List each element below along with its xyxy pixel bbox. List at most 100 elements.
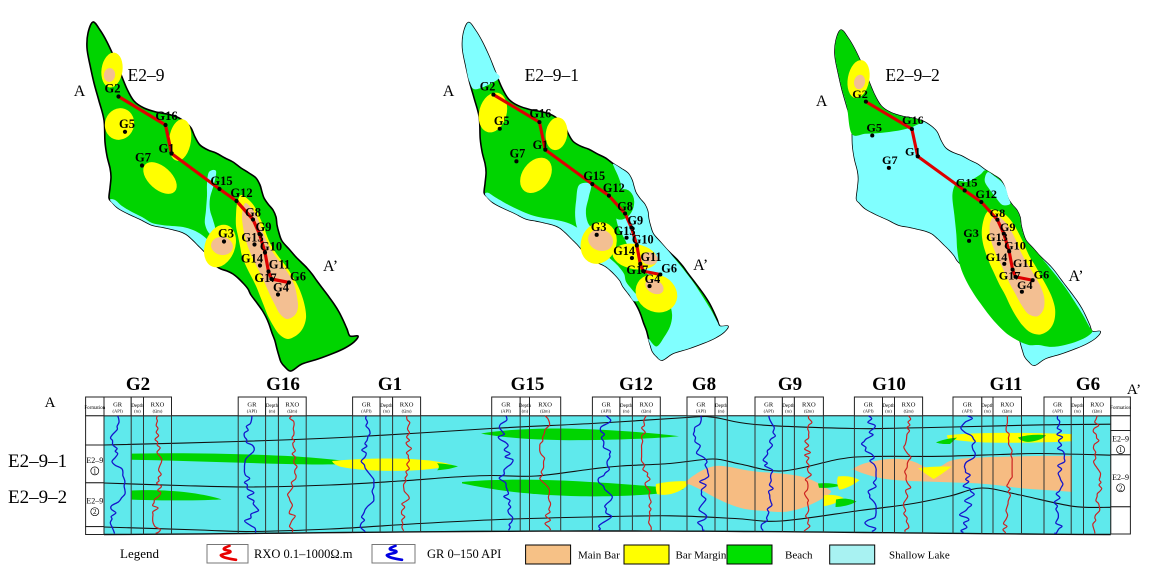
svg-text:E2–9: E2–9 [1112, 435, 1129, 444]
svg-text:(m): (m) [623, 409, 630, 414]
svg-text:G9: G9 [1000, 220, 1016, 234]
svg-text:(API): (API) [247, 409, 258, 414]
svg-text:RXO: RXO [1090, 402, 1104, 409]
svg-text:RXO: RXO [1000, 402, 1014, 409]
svg-text:(API): (API) [863, 409, 874, 414]
svg-text:Depth: Depth [266, 404, 279, 409]
svg-text:G10: G10 [632, 233, 654, 247]
svg-text:G11: G11 [640, 250, 661, 264]
svg-text:(API): (API) [601, 409, 612, 414]
svg-text:RXO: RXO [902, 402, 916, 409]
svg-text:Depth: Depth [131, 404, 144, 409]
svg-text:G2: G2 [105, 82, 121, 96]
svg-text:G13: G13 [241, 231, 263, 245]
svg-text:Formation: Formation [1110, 406, 1131, 411]
svg-text:Shallow Lake: Shallow Lake [889, 550, 950, 562]
svg-text:GR: GR [362, 402, 372, 409]
svg-text:G17: G17 [626, 263, 648, 277]
svg-text:Bar Margin: Bar Margin [676, 550, 727, 562]
svg-text:GR: GR [1053, 402, 1063, 409]
svg-text:A’: A’ [693, 257, 708, 274]
svg-text:GR: GR [696, 402, 706, 409]
svg-text:(Ωm): (Ωm) [153, 409, 163, 414]
svg-text:Depth: Depth [1071, 404, 1084, 409]
svg-text:G16: G16 [530, 106, 552, 120]
svg-text:RXO: RXO [538, 402, 552, 409]
svg-text:E2‒9‒2: E2‒9‒2 [885, 65, 939, 85]
svg-text:2: 2 [93, 508, 97, 516]
svg-text:Depth: Depth [782, 404, 795, 409]
svg-text:G15: G15 [956, 176, 978, 190]
svg-text:A: A [443, 83, 455, 100]
svg-text:G1: G1 [378, 374, 402, 395]
svg-text:(m): (m) [383, 409, 390, 414]
svg-text:G1: G1 [533, 138, 549, 152]
svg-text:Beach: Beach [785, 550, 813, 562]
svg-text:G3: G3 [591, 220, 607, 234]
svg-text:Formation: Formation [84, 406, 105, 411]
svg-text:G17: G17 [999, 269, 1021, 283]
svg-text:GR: GR [963, 402, 973, 409]
svg-text:Depth: Depth [620, 404, 633, 409]
svg-text:(Ωm): (Ωm) [804, 409, 814, 414]
svg-text:G5: G5 [119, 117, 135, 131]
svg-text:G7: G7 [510, 147, 526, 161]
svg-text:Depth: Depth [882, 404, 895, 409]
svg-text:G17: G17 [254, 271, 276, 285]
svg-text:G12: G12 [619, 374, 653, 395]
svg-text:(m): (m) [885, 409, 892, 414]
svg-text:G14: G14 [241, 252, 264, 266]
svg-text:RXO 0.1–1000Ω.m: RXO 0.1–1000Ω.m [254, 547, 353, 561]
svg-text:A’: A’ [1127, 382, 1141, 398]
svg-text:G6: G6 [1076, 374, 1100, 395]
svg-text:G6: G6 [290, 270, 306, 284]
svg-text:A: A [74, 83, 86, 100]
svg-text:(Ωm): (Ωm) [287, 409, 297, 414]
svg-text:G12: G12 [230, 186, 252, 200]
svg-text:G4: G4 [645, 272, 661, 286]
svg-text:RXO: RXO [285, 402, 299, 409]
svg-text:(m): (m) [134, 409, 141, 414]
svg-text:E2–9: E2–9 [1112, 473, 1129, 482]
svg-text:(Ωm): (Ωm) [540, 409, 550, 414]
svg-text:G15: G15 [210, 174, 232, 188]
svg-text:GR: GR [247, 402, 257, 409]
svg-text:(m): (m) [785, 409, 792, 414]
svg-text:(m): (m) [984, 409, 991, 414]
svg-text:G4: G4 [273, 281, 290, 295]
svg-text:A: A [45, 395, 56, 411]
svg-text:RXO: RXO [802, 402, 816, 409]
svg-text:(m): (m) [269, 409, 276, 414]
svg-text:(Ωm): (Ωm) [1092, 409, 1102, 414]
svg-text:G16: G16 [902, 113, 924, 127]
svg-text:(Ωm): (Ωm) [641, 409, 651, 414]
svg-text:(API): (API) [1052, 409, 1063, 414]
svg-text:E2–9: E2–9 [86, 497, 103, 506]
svg-text:2: 2 [1119, 484, 1123, 492]
svg-text:E2–9–1: E2–9–1 [8, 451, 67, 472]
svg-text:A: A [816, 93, 828, 110]
svg-text:RXO: RXO [151, 402, 165, 409]
svg-text:(API): (API) [112, 409, 123, 414]
svg-text:(m): (m) [718, 409, 725, 414]
svg-text:(API): (API) [361, 409, 372, 414]
svg-text:G13: G13 [614, 224, 636, 238]
svg-text:RXO: RXO [400, 402, 414, 409]
svg-text:E2–9: E2–9 [86, 456, 103, 465]
svg-text:G4: G4 [1017, 278, 1033, 292]
svg-text:G1: G1 [159, 142, 175, 156]
svg-text:GR: GR [764, 402, 774, 409]
svg-text:G2: G2 [126, 374, 150, 395]
svg-text:G9: G9 [628, 214, 644, 228]
svg-text:Depth: Depth [981, 404, 994, 409]
svg-text:G10: G10 [1004, 239, 1026, 253]
svg-text:G15: G15 [583, 169, 605, 183]
svg-text:G8: G8 [617, 200, 633, 214]
svg-text:G9: G9 [778, 374, 802, 395]
svg-text:G11: G11 [1013, 256, 1034, 270]
svg-text:A’: A’ [323, 258, 338, 275]
svg-text:Legend: Legend [120, 546, 159, 561]
svg-text:G2: G2 [480, 80, 496, 94]
svg-text:A’: A’ [1068, 268, 1083, 285]
svg-text:GR 0–150 API: GR 0–150 API [427, 547, 501, 561]
